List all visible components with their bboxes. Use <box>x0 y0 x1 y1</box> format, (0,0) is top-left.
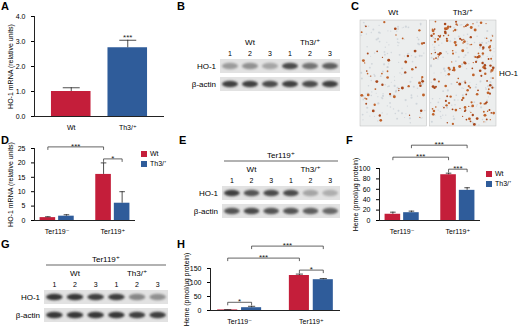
html-text:Wt: Wt <box>150 150 159 157</box>
svg-text:1: 1 <box>228 50 232 57</box>
svg-text:5: 5 <box>22 202 26 209</box>
svg-text:20: 20 <box>363 206 371 213</box>
svg-text:1.0: 1.0 <box>16 88 26 95</box>
svg-text:20: 20 <box>18 159 26 166</box>
svg-text:β-actin: β-actin <box>194 207 218 216</box>
svg-text:Ter119⁺: Ter119⁺ <box>92 255 120 264</box>
svg-text:***: *** <box>283 241 292 250</box>
svg-text:100: 100 <box>359 165 371 172</box>
html-text:Th3/⁺: Th3/⁺ <box>495 180 511 187</box>
svg-text:Ter119⁻: Ter119⁻ <box>227 318 252 325</box>
svg-text:***: *** <box>123 33 132 42</box>
html-text:D: D <box>1 134 9 146</box>
svg-text:***: *** <box>416 152 425 161</box>
svg-text:Heme (pmol/μg protein): Heme (pmol/μg protein) <box>183 253 191 326</box>
svg-text:4.0: 4.0 <box>16 13 26 20</box>
svg-text:***: *** <box>259 253 268 262</box>
html-text:F: F <box>346 134 353 146</box>
svg-text:0: 0 <box>22 217 26 224</box>
svg-text:60: 60 <box>363 186 371 193</box>
svg-text:***: *** <box>435 140 444 149</box>
svg-text:Th3/⁺: Th3/⁺ <box>300 165 320 174</box>
svg-text:0.0: 0.0 <box>16 113 26 120</box>
html-text:E: E <box>179 134 187 146</box>
svg-text:3: 3 <box>269 177 273 184</box>
svg-text:Heme (pmol/μg protein): Heme (pmol/μg protein) <box>352 158 360 232</box>
svg-text:2: 2 <box>308 50 312 57</box>
svg-text:*: * <box>310 265 313 274</box>
svg-text:Wt: Wt <box>388 8 399 17</box>
svg-text:Ter119⁺: Ter119⁺ <box>299 318 324 325</box>
svg-text:***: *** <box>71 142 80 151</box>
html-text:B: B <box>177 0 185 12</box>
svg-text:50: 50 <box>194 293 202 300</box>
svg-text:HO-1: HO-1 <box>21 293 41 302</box>
svg-text:HO-1 mRNA (relative units): HO-1 mRNA (relative units) <box>7 24 15 109</box>
svg-text:Wt: Wt <box>245 38 256 47</box>
svg-text:0: 0 <box>367 217 371 224</box>
svg-text:2.0: 2.0 <box>16 63 26 70</box>
svg-text:Th3/⁺: Th3/⁺ <box>119 124 137 131</box>
svg-text:150: 150 <box>190 265 202 272</box>
svg-text:Ter119⁺: Ter119⁺ <box>446 228 471 235</box>
svg-text:1: 1 <box>52 281 56 288</box>
svg-text:1: 1 <box>230 177 234 184</box>
svg-text:3.0: 3.0 <box>16 38 26 45</box>
svg-text:*: * <box>111 154 114 163</box>
svg-text:1: 1 <box>289 177 293 184</box>
svg-text:3: 3 <box>94 281 98 288</box>
svg-text:2: 2 <box>309 177 313 184</box>
html-text:Wt: Wt <box>495 170 504 177</box>
svg-text:β-actin: β-actin <box>192 80 216 89</box>
svg-text:Wt: Wt <box>70 269 81 278</box>
svg-text:HO-1: HO-1 <box>499 69 519 78</box>
svg-text:2: 2 <box>73 281 77 288</box>
svg-text:Wt: Wt <box>247 165 258 174</box>
svg-text:HO-1: HO-1 <box>199 189 219 198</box>
svg-text:Ter119⁻: Ter119⁻ <box>45 228 70 235</box>
svg-text:80: 80 <box>363 175 371 182</box>
svg-text:3: 3 <box>328 177 332 184</box>
svg-text:HO-1: HO-1 <box>197 62 217 71</box>
svg-text:***: *** <box>453 164 462 173</box>
svg-text:Ter119⁺: Ter119⁺ <box>267 151 295 160</box>
svg-text:2: 2 <box>135 281 139 288</box>
html-text:Th3/⁺: Th3/⁺ <box>150 160 166 167</box>
html-text:G: G <box>1 238 10 250</box>
svg-text:40: 40 <box>363 196 371 203</box>
svg-text:2: 2 <box>248 50 252 57</box>
html-text:C: C <box>351 0 359 12</box>
svg-text:2: 2 <box>250 177 254 184</box>
html-text:A: A <box>1 0 9 12</box>
svg-text:Ter119⁺: Ter119⁺ <box>101 228 126 235</box>
svg-text:3: 3 <box>328 50 332 57</box>
svg-text:Wt: Wt <box>67 124 76 131</box>
svg-text:25: 25 <box>18 145 26 152</box>
svg-text:1: 1 <box>288 50 292 57</box>
svg-text:3: 3 <box>268 50 272 57</box>
svg-text:10: 10 <box>18 188 26 195</box>
svg-text:β-actin: β-actin <box>16 311 40 320</box>
svg-text:15: 15 <box>18 174 26 181</box>
svg-text:1: 1 <box>114 281 118 288</box>
svg-text:Th3/⁺: Th3/⁺ <box>300 38 320 47</box>
svg-text:3: 3 <box>156 281 160 288</box>
svg-text:100: 100 <box>190 279 202 286</box>
html-text:H: H <box>177 238 185 250</box>
svg-text:*: * <box>238 297 241 306</box>
svg-text:Th3/⁺: Th3/⁺ <box>127 269 147 278</box>
svg-text:HO-1 mRNA (relative units): HO-1 mRNA (relative units) <box>7 142 15 227</box>
svg-text:Ter119⁻: Ter119⁻ <box>390 228 415 235</box>
svg-text:Th3/⁺: Th3/⁺ <box>453 8 473 17</box>
svg-text:0: 0 <box>198 307 202 314</box>
